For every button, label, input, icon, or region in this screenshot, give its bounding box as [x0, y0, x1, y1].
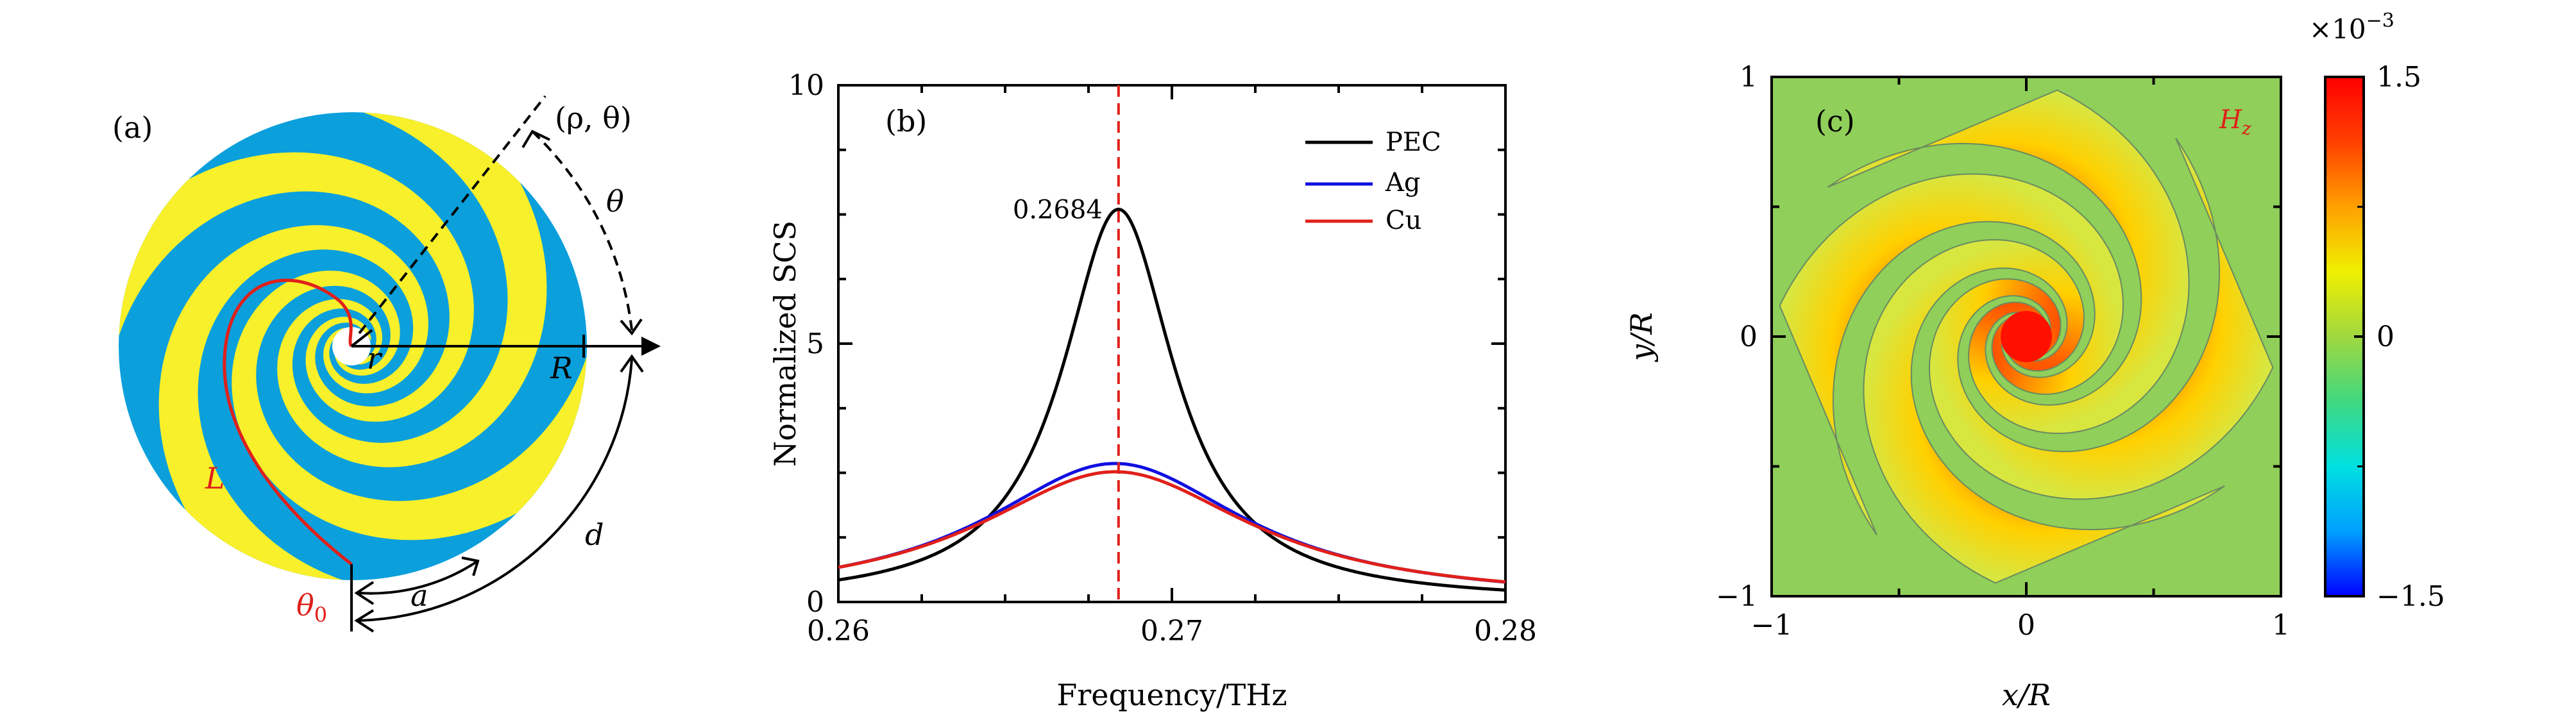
colorbar-tick-label: −1.5 [2377, 580, 2445, 613]
d-arrowhead-bottom [354, 609, 375, 633]
c-ylabel: y/R [1624, 312, 1659, 362]
spiral-arm [119, 152, 474, 514]
legend-label-ag: Ag [1385, 168, 1421, 197]
field-component-label: Hz [2219, 105, 2251, 139]
colorbar-multiplier-exponent: −3 [2366, 10, 2394, 32]
field-arm [1827, 89, 2190, 435]
b-curves [838, 207, 1505, 592]
panel-c-label: (c) [1815, 104, 1855, 138]
panel-a: (a) (ρ, θ) θ r R L θ0 a d [112, 95, 661, 633]
spiral-arm [232, 178, 587, 540]
theta0-subscript: 0 [314, 603, 327, 627]
b-ticks: 0.26 0.27 0.28 0 5 10 [788, 69, 1537, 648]
c-y-tick-label: 0 [1740, 321, 1758, 353]
c-ticks: −1 0 1 −1 0 1 [1716, 61, 2290, 642]
field-arm [1928, 138, 2274, 500]
b-y-tick-label: 0 [806, 586, 824, 619]
a-arrowhead-top [461, 556, 480, 576]
theta0-label: θ0 [296, 588, 327, 627]
d-label: d [585, 517, 604, 552]
field-center-hotspot [2001, 311, 2052, 362]
field-symbol: H [2219, 105, 2242, 135]
theta-arrowhead-bottom [620, 318, 643, 336]
b-xlabel: Frequency/THz [1056, 678, 1287, 712]
L-label: L [205, 461, 225, 496]
series-line-ag [838, 462, 1505, 584]
field-arm [1863, 238, 2225, 584]
spiral-arms [119, 112, 587, 580]
colorbar-tick-label: 0 [2377, 321, 2394, 353]
colorbar-ticks: 1.5 0 −1.5 [2354, 61, 2445, 613]
b-y-tick-label: 10 [788, 69, 824, 102]
legend-b: PEC Ag Cu [1305, 128, 1441, 235]
a-label: a [411, 578, 428, 613]
R-axis-arrowhead [641, 337, 661, 356]
field-subscript: z [2241, 118, 2251, 139]
b-x-tick-label: 0.26 [807, 615, 870, 648]
theta-label: θ [606, 184, 624, 219]
c-x-tick-label: −1 [1751, 609, 1793, 642]
r-label: r [367, 341, 383, 376]
R-label: R [550, 351, 573, 385]
peak-frequency-annotation: 0.2684 [1013, 195, 1103, 224]
rho-dashed-line [358, 95, 547, 335]
panel-a-label: (a) [112, 110, 153, 145]
theta-arrowhead-top [521, 130, 550, 149]
b-x-tick-label: 0.28 [1474, 615, 1537, 648]
c-x-tick-label: 0 [2017, 609, 2035, 642]
field-arm [1779, 173, 2124, 535]
series-line-pec [838, 207, 1505, 592]
panel-c: −1 0 1 −1 0 1 (c) Hz x/R y/R 1.5 0 −1.5 ×10−3 [1624, 10, 2445, 712]
b-ylabel: Normalized SCS [768, 221, 802, 467]
colorbar-tick-label: 1.5 [2377, 61, 2421, 94]
field-pattern [1779, 89, 2274, 584]
r-marker [350, 329, 373, 347]
spiral-arm [185, 112, 547, 467]
c-xlabel: x/R [2002, 678, 2051, 712]
panel-b-label: (b) [885, 104, 927, 138]
legend-label-pec: PEC [1385, 128, 1441, 157]
spiral-arm [158, 225, 521, 580]
b-y-tick-label: 5 [806, 328, 824, 360]
L-curve [223, 278, 353, 565]
plot-frame-b [837, 84, 1507, 603]
colorbar-multiplier-base: ×10 [2309, 13, 2366, 45]
a-arc [359, 560, 479, 595]
colorbar-multiplier: ×10−3 [2309, 10, 2394, 45]
panel-b: 0.26 0.27 0.28 0 5 10 0.2684 (b) PEC Ag Cu Fr… [768, 69, 1537, 712]
d-arrowhead-top [620, 354, 644, 373]
series-line-cu [838, 470, 1505, 584]
c-y-tick-label: −1 [1716, 580, 1758, 613]
field-spiral-arms [1779, 89, 2274, 584]
d-arc [359, 358, 633, 622]
legend-label-cu: Cu [1385, 206, 1421, 235]
a-arrowhead-bottom [354, 581, 375, 605]
c-x-tick-label: 1 [2272, 609, 2290, 642]
point-label: (ρ, θ) [555, 101, 632, 135]
c-y-tick-label: 1 [1740, 61, 1758, 94]
b-x-tick-label: 0.27 [1140, 615, 1203, 648]
theta0-symbol: θ [296, 588, 314, 623]
